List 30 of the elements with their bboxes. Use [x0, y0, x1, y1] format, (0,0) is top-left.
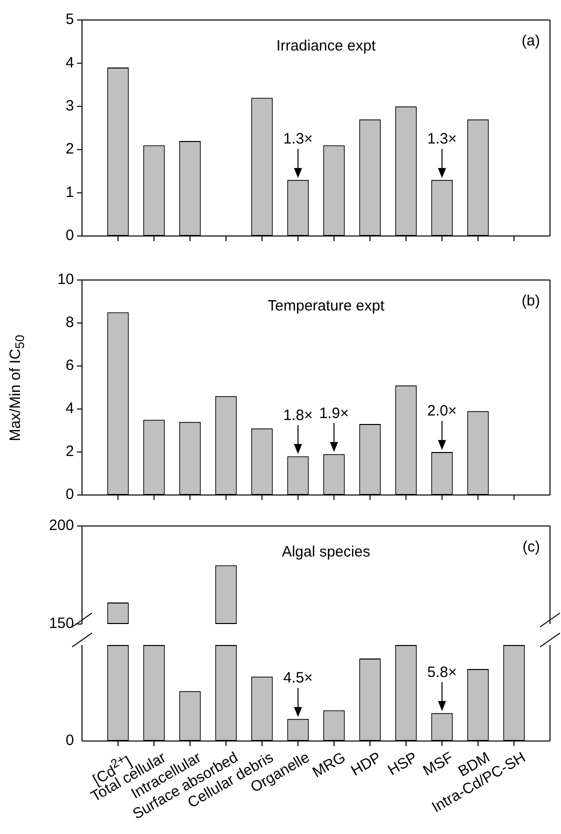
annotation: 1.3×	[427, 130, 457, 148]
y-tick-label: 8	[66, 314, 74, 332]
x-tick-label: HSP	[385, 749, 420, 780]
annotation: 2.0×	[427, 402, 457, 420]
y-tick-label: 10	[57, 271, 74, 288]
text: Temperature expt	[268, 298, 386, 315]
annotation: 1.9×	[319, 404, 349, 422]
y-tick-label: 2	[66, 140, 74, 158]
annotation: (a)	[522, 32, 540, 50]
y-tick-label: 4	[66, 54, 74, 72]
y-tick-label: 1	[66, 184, 74, 201]
y-tick-label: 3	[66, 98, 74, 115]
text: Algal species	[282, 544, 370, 561]
y-tick-label: 200	[48, 517, 74, 534]
text: Irradiance expt	[276, 38, 376, 55]
x-tick-label: HDP	[348, 749, 384, 780]
y-tick-label: 0	[66, 227, 74, 244]
y-tick-label: 150	[48, 615, 74, 632]
y-tick-label: 4	[66, 400, 74, 418]
annotation: (c)	[522, 538, 540, 556]
y-tick-label: 5	[66, 11, 74, 28]
annotation: 1.8×	[283, 406, 313, 424]
x-tick-label: MRG	[310, 749, 348, 782]
annotation: 4.5×	[283, 670, 313, 687]
annotation: 1.3×	[283, 130, 313, 148]
y-tick-label: 0	[66, 486, 74, 504]
annotation: (b)	[522, 292, 540, 310]
y-tick-label: 6	[66, 357, 74, 374]
y-tick-label: 2	[66, 443, 74, 460]
annotation: 5.8×	[427, 664, 457, 681]
